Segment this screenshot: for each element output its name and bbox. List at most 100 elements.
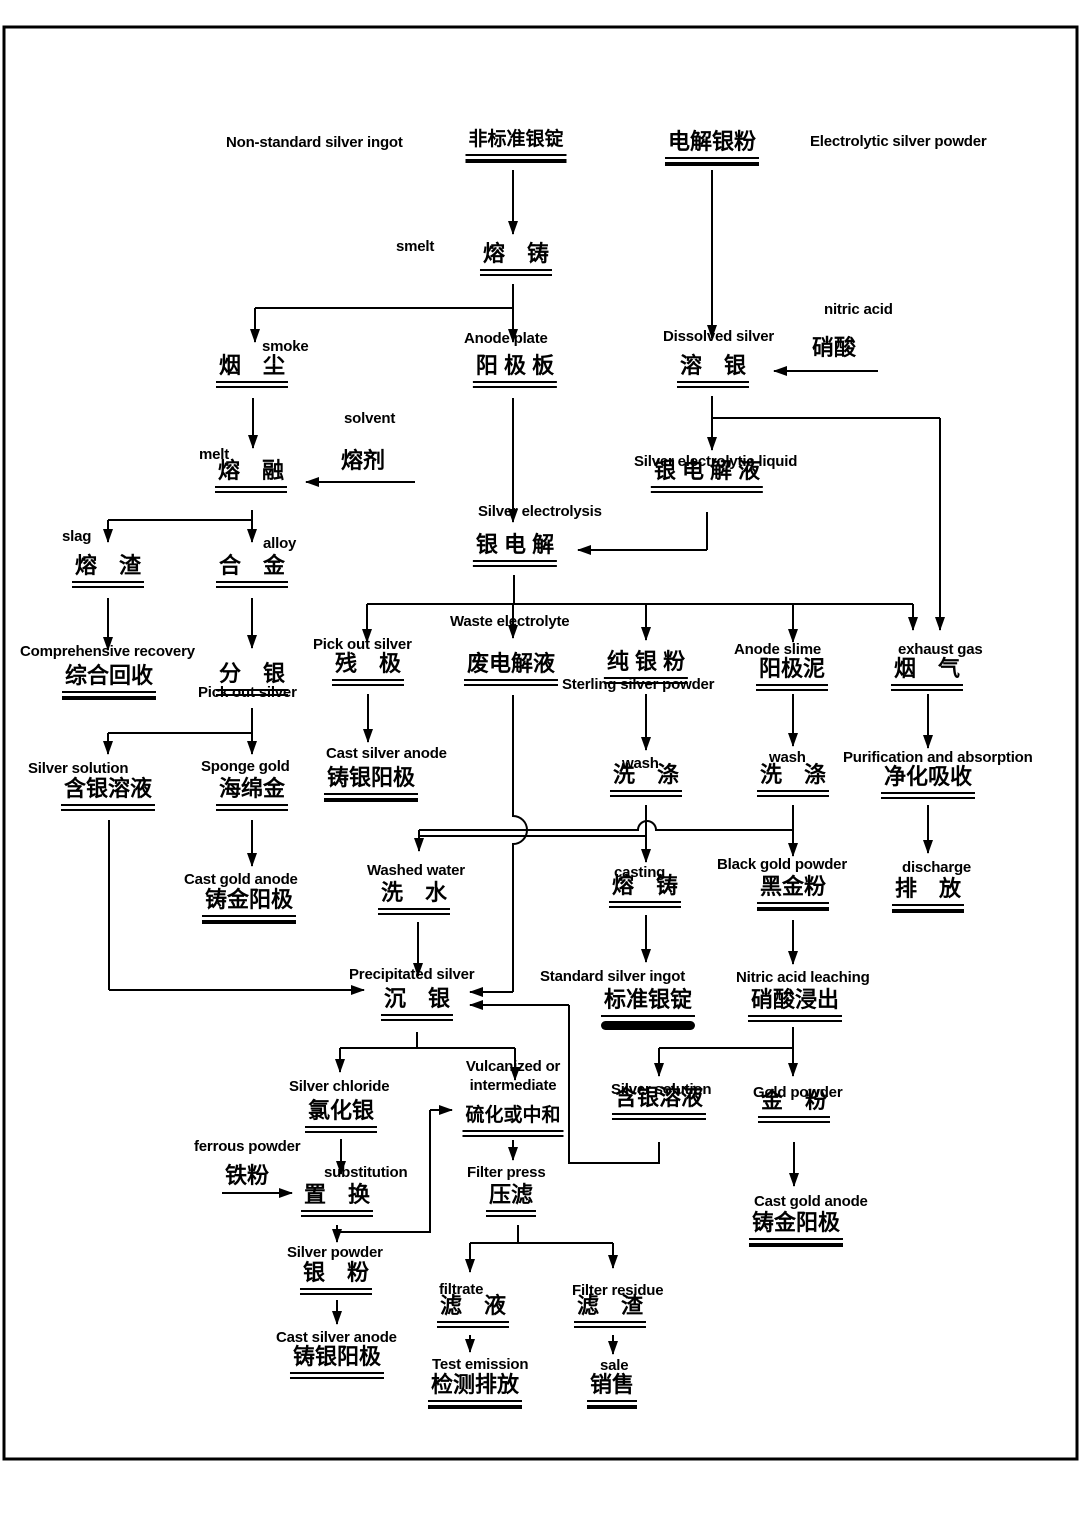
node-black-gold-powder: 黑金粉: [756, 874, 830, 912]
label-purification-en: Purification and absorption: [843, 749, 1033, 766]
node-melt: 熔 融: [214, 458, 288, 494]
underline: [755, 684, 829, 687]
arrow-lines: [103, 170, 945, 1355]
node-ferrous-powder-text: 铁粉: [224, 1163, 270, 1188]
node-silver-chloride-text: 氯化银: [307, 1098, 375, 1123]
underline: [214, 491, 288, 494]
underline: [756, 795, 830, 798]
node-electrolytic-powder-text: 电解银粉: [667, 129, 757, 154]
label-ferrous-powder-en: ferrous powder: [194, 1138, 301, 1155]
underline: [664, 157, 760, 160]
label-black-gold-powder-en: Black gold powder: [717, 856, 847, 873]
node-discharge-text: 排 放: [894, 876, 962, 901]
label-electrolytic-powder-en: Electrolytic silver powder: [810, 133, 987, 150]
node-pick-out-silver-text: 分 银: [218, 661, 286, 686]
underline: [608, 901, 682, 904]
node-electrolytic-powder: 电解银粉: [664, 129, 760, 167]
underline: [436, 1326, 510, 1329]
underline: [215, 586, 289, 589]
node-smoke: 烟 尘: [215, 353, 289, 389]
node-nitric-acid-text: 硝酸: [811, 335, 857, 360]
underline: [757, 1121, 831, 1124]
node-substitution: 置 换: [300, 1182, 374, 1218]
underline: [609, 795, 683, 798]
label-anode-slime-en: Anode slime: [734, 641, 821, 658]
label-non-standard-ingot-en: Non-standard silver ingot: [226, 134, 403, 151]
node-cast-silver-anode-bottom-text: 铸银阳极: [292, 1344, 382, 1369]
node-nitric-acid: 硝酸: [809, 335, 859, 360]
underline: [472, 381, 558, 384]
underline: [215, 381, 289, 384]
underline: [300, 1210, 374, 1213]
label-filtrate-en: filtrate: [439, 1281, 484, 1298]
underline: [201, 915, 297, 918]
label-standard-silver-ingot-en: Standard silver ingot: [540, 968, 685, 985]
underline: [890, 689, 964, 692]
node-melt-text: 熔 融: [217, 458, 285, 483]
underline: [61, 696, 157, 701]
node-non-standard-ingot: 非标准银锭: [465, 129, 567, 163]
node-silver-powder-text: 银 粉: [302, 1260, 370, 1285]
node-test-emission-text: 检测排放: [430, 1372, 520, 1397]
underline: [463, 679, 559, 682]
node-sponge-gold: 海绵金: [215, 776, 289, 812]
underline: [462, 1129, 564, 1132]
label-alloy-en: alloy: [263, 535, 297, 552]
node-vulcanized: 硫化或中和: [462, 1105, 564, 1137]
underline: [201, 920, 297, 925]
node-filter-press-text: 压滤: [488, 1182, 534, 1207]
label-sponge-gold-en: Sponge gold: [201, 758, 290, 775]
node-smoke-text: 烟 尘: [218, 353, 286, 378]
underline: [611, 1118, 707, 1121]
node-silver-solution-left-text: 含银溶液: [63, 776, 153, 801]
underline: [573, 1321, 647, 1324]
node-cast-gold-anode-right-text: 铸金阳极: [751, 1210, 841, 1235]
node-dissolved-silver: 溶 银: [676, 353, 750, 389]
label-wash-slime-en: wash: [769, 749, 806, 766]
node-filter-residue: 滤 渣: [573, 1293, 647, 1329]
node-sale: 销售: [586, 1372, 638, 1410]
underline: [215, 809, 289, 812]
underline: [880, 792, 976, 795]
label-silver-powder-en: Silver powder: [287, 1244, 383, 1261]
node-standard-silver-ingot: 标准银锭: [600, 987, 696, 1031]
node-filtrate-text: 滤 液: [439, 1293, 507, 1318]
underline: [215, 694, 289, 697]
label-sale-en: sale: [600, 1357, 629, 1374]
node-washed-water: 洗 水: [377, 880, 451, 916]
node-gold-powder-text: 金 粉: [760, 1088, 828, 1113]
node-purification-text: 净化吸收: [883, 764, 973, 789]
underline: [472, 560, 558, 563]
underline: [463, 684, 559, 687]
label-nitric-acid-en: nitric acid: [824, 301, 893, 318]
underline: [71, 586, 145, 589]
label-casting-en: casting: [614, 864, 666, 881]
underline: [377, 913, 451, 916]
underline: [71, 581, 145, 584]
underline: [747, 1015, 843, 1018]
label-waste-electrolyte-en: Waste electrolyte: [450, 613, 570, 630]
node-discharge: 排 放: [891, 876, 965, 914]
node-alloy-text: 合 金: [218, 553, 286, 578]
node-waste-electrolyte-text: 废电解液: [466, 651, 556, 676]
node-solvent-text: 熔剂: [340, 448, 386, 473]
underline: [465, 153, 567, 156]
node-filter-residue-text: 滤 渣: [576, 1293, 644, 1318]
node-casting-text: 熔 铸: [611, 873, 679, 898]
node-vulcanized-text: 硫化或中和: [465, 1105, 561, 1126]
node-washed-water-text: 洗 水: [380, 880, 448, 905]
label-dissolved-silver-en: Dissolved silver: [663, 328, 775, 345]
label-slag-en: slag: [62, 528, 92, 545]
label-pick-out-silver-en: Pick out silver: [198, 684, 297, 701]
node-sale-text: 销售: [589, 1372, 635, 1397]
underline: [61, 691, 157, 694]
underline: [756, 907, 830, 912]
underline: [331, 684, 405, 687]
underline: [608, 906, 682, 909]
underline: [757, 1116, 831, 1119]
underline: [304, 1126, 378, 1129]
label-residual-anode-en: Pick out silver: [313, 636, 412, 653]
underline: [748, 1243, 844, 1248]
label-sterling-silver-powder-en: Sterling silver powder: [562, 676, 715, 693]
node-nitric-acid-leaching: 硝酸浸出: [747, 987, 843, 1023]
